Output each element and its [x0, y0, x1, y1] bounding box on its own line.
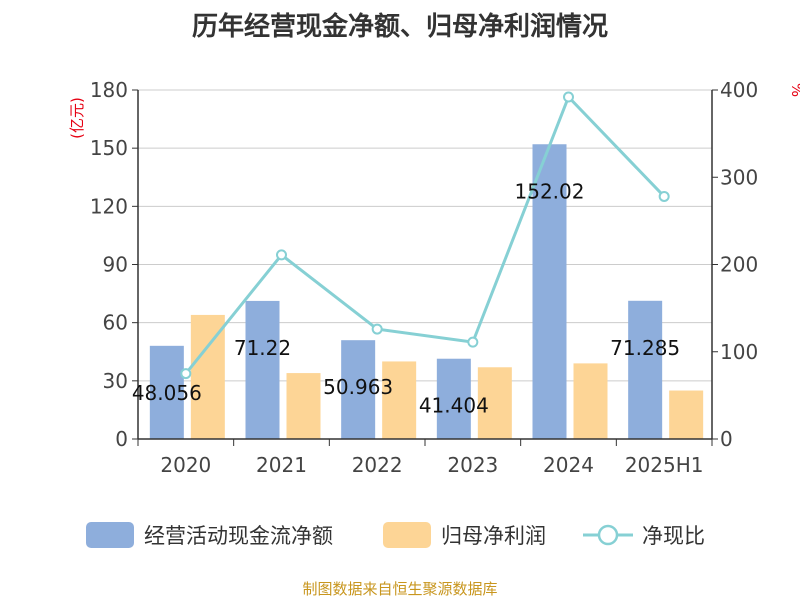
bar-net-profit: [382, 361, 417, 439]
legend-swatch-net-profit: [383, 522, 431, 548]
right-axis-unit: %: [788, 83, 800, 97]
data-label-op-cash: 41.404: [419, 394, 489, 418]
ratio-point: [467, 336, 479, 348]
right-axis-tick-label: 200: [720, 253, 758, 277]
legend-swatch-op-cash: [86, 522, 134, 548]
data-label-op-cash: 152.02: [515, 179, 585, 203]
data-label-op-cash: 71.285: [610, 336, 680, 360]
bar-op-cash: [245, 300, 280, 439]
x-axis-tick-label: 2021: [256, 453, 307, 477]
bar-op-cash: [341, 340, 376, 439]
x-axis-tick-label: 2024: [543, 453, 594, 477]
right-axis-tick-label: 0: [720, 427, 733, 451]
ratio-point: [563, 91, 574, 103]
data-labels: 48.056 71.22 50.963 41.404 152.02 71.285: [132, 179, 680, 417]
left-axis-tick-label: 150: [90, 136, 128, 160]
x-axis-tick-label: 2020: [160, 453, 211, 477]
x-axis-tick-label: 2022: [352, 453, 403, 477]
bar-net-profit: [477, 367, 512, 439]
ratio-line: [180, 91, 670, 380]
bars: [149, 144, 704, 439]
ratio-line-path: [184, 94, 666, 375]
left-axis-unit: (亿元): [68, 97, 86, 139]
right-axis-tick-label: 300: [720, 165, 758, 189]
chart-title: 历年经营现金净额、归母净利润情况: [191, 12, 608, 42]
bar-net-profit: [669, 390, 704, 439]
x-axis-tick-label: 2023: [447, 453, 498, 477]
data-label-op-cash: 48.056: [132, 381, 202, 405]
ratio-point: [658, 190, 670, 202]
bar-op-cash: [532, 144, 567, 439]
x-axis-tick-label: 2025H1: [625, 453, 704, 477]
bar-net-profit: [190, 314, 225, 439]
data-label-op-cash: 50.963: [323, 375, 393, 399]
left-axis-tick-label: 120: [90, 194, 128, 218]
bar-net-profit: [573, 363, 608, 439]
bar-net-profit: [286, 373, 321, 439]
grid-lines: [138, 89, 712, 382]
left-axis-tick-label: 90: [103, 253, 128, 277]
data-label-op-cash: 71.22: [234, 336, 291, 360]
legend-label-op-cash: 经营活动现金流净额: [144, 524, 333, 548]
ratio-point: [276, 249, 287, 261]
legend-marker-ratio: [597, 524, 619, 546]
bar-op-cash: [436, 358, 471, 439]
ratio-point: [180, 368, 192, 380]
left-axis-tick-label: 60: [103, 311, 128, 335]
left-axis-tick-label: 0: [115, 427, 128, 451]
legend-label-ratio: 净现比: [642, 524, 705, 548]
bar-op-cash: [149, 345, 184, 439]
ratio-point: [371, 323, 383, 335]
right-axis-tick-label: 100: [720, 340, 758, 364]
bar-op-cash: [628, 300, 663, 439]
axes: 0 30 60 90 120 150 180 0 100 200 300 400 2020 2021 202…: [90, 78, 758, 477]
right-axis-tick-label: 400: [720, 78, 758, 102]
left-axis-tick-label: 180: [90, 78, 128, 102]
legend: 经营活动现金流净额 归母净利润 净现比: [86, 522, 705, 548]
source-note: 制图数据来自恒生聚源数据库: [302, 580, 498, 598]
left-axis-tick-label: 30: [103, 369, 128, 393]
legend-label-net-profit: 归母净利润: [441, 524, 546, 548]
